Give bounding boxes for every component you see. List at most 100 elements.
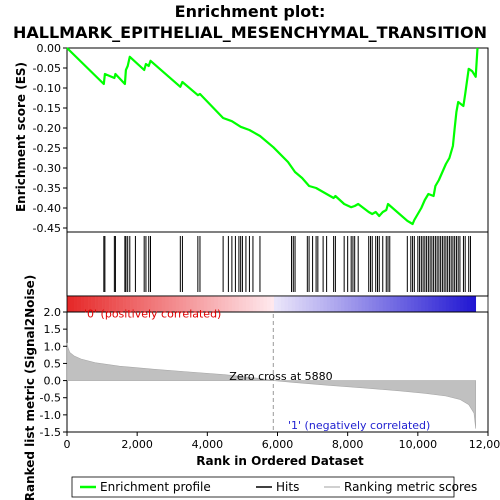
- ranked-ytick-label: 2.0: [44, 306, 62, 319]
- colorbar-segment: [235, 296, 240, 312]
- colorbar-segment: [316, 296, 320, 312]
- es-ytick-label: -0.05: [33, 62, 61, 75]
- colorbar-segment: [407, 296, 412, 312]
- colorbar-segment: [351, 296, 355, 312]
- colorbar-segment: [81, 296, 85, 312]
- colorbar-segment: [119, 296, 124, 312]
- colorbar-segment: [358, 296, 362, 312]
- colorbar-segment: [326, 296, 331, 312]
- colorbar-segment: [305, 296, 310, 312]
- colorbar-segment: [242, 296, 247, 312]
- colorbar-segment: [291, 296, 296, 312]
- colorbar-segment: [284, 296, 289, 312]
- xtick-label: 10,000: [399, 438, 438, 451]
- es-plot-area: [66, 47, 489, 233]
- colorbar-segment: [333, 296, 338, 312]
- chart-title-line1: Enrichment plot:: [175, 2, 326, 21]
- ranked-ytick-label: -1.5: [40, 426, 61, 439]
- colorbar-segment: [95, 296, 99, 312]
- colorbar-segment: [210, 296, 215, 312]
- es-ytick-label: -0.40: [33, 202, 61, 215]
- colorbar-segment: [400, 296, 405, 312]
- xtick-label: 6,000: [262, 438, 294, 451]
- zero-cross-label: Zero cross at 5880: [229, 370, 332, 383]
- colorbar-segment: [133, 296, 138, 312]
- colorbar-segment: [473, 296, 477, 312]
- colorbar-segment: [140, 296, 145, 312]
- colorbar-segment: [266, 296, 271, 312]
- colorbar-segment: [67, 296, 71, 312]
- colorbar-segment: [302, 296, 306, 312]
- colorbar-segment: [158, 296, 163, 312]
- colorbar-segment: [421, 296, 426, 312]
- positive-label: '0' (positively correlated): [84, 307, 221, 320]
- colorbar-segment: [112, 296, 117, 312]
- es-ylabel: Enrichment score (ES): [14, 62, 28, 212]
- colorbar-segment: [365, 296, 370, 312]
- ranked-ylabel: Ranked list metric (Signal2Noise): [23, 275, 37, 500]
- es-ytick-label: -0.15: [33, 102, 61, 115]
- colorbar-segment: [70, 296, 75, 312]
- colorbar-segment: [259, 296, 264, 312]
- colorbar-segment: [470, 296, 475, 312]
- colorbar-segment: [144, 296, 148, 312]
- colorbar-segment: [74, 296, 78, 312]
- colorbar-segment: [312, 296, 317, 312]
- x-axis-label: Rank in Ordered Dataset: [196, 454, 364, 468]
- colorbar-segment: [263, 296, 268, 312]
- ranked-ytick-label: -1.0: [40, 409, 61, 422]
- ranked-metric-panel: Zero cross at 5880 '0' (positively correl…: [40, 306, 500, 451]
- colorbar-segment: [161, 296, 166, 312]
- colorbar-segment: [238, 296, 243, 312]
- xtick-label: 8,000: [332, 438, 364, 451]
- colorbar-segment: [344, 296, 348, 312]
- ranked-ytick-label: 1.0: [44, 340, 62, 353]
- colorbar-segment: [84, 296, 89, 312]
- colorbar-segment: [396, 296, 401, 312]
- colorbar-segment: [137, 296, 141, 312]
- colorbar-segment: [88, 296, 92, 312]
- ranked-ytick-label: 1.5: [44, 323, 62, 336]
- colorbar-segment: [147, 296, 152, 312]
- colorbar-segment: [203, 296, 208, 312]
- colorbar-segment: [372, 296, 377, 312]
- rank-colorbar: [66, 295, 489, 313]
- colorbar-segment: [270, 296, 275, 312]
- es-ytick-label: -0.35: [33, 182, 61, 195]
- colorbar-segment: [224, 296, 229, 312]
- colorbar-segment: [435, 296, 440, 312]
- colorbar-segment: [175, 296, 180, 312]
- es-ytick-label: -0.10: [33, 82, 61, 95]
- colorbar-segment: [417, 296, 422, 312]
- es-panel: 0.00 -0.05 -0.10 -0.15 -0.20 -0.25 -0.30 -0.35 -…: [33, 42, 489, 235]
- colorbar-segment: [459, 296, 464, 312]
- colorbar-segment: [438, 296, 443, 312]
- es-ytick-label: -0.30: [33, 162, 61, 175]
- colorbar-segment: [442, 296, 447, 312]
- colorbar-segment: [379, 296, 384, 312]
- legend-label: Enrichment profile: [100, 480, 211, 494]
- colorbar-segment: [186, 296, 191, 312]
- colorbar-segment: [214, 296, 219, 312]
- colorbar-segment: [466, 296, 471, 312]
- colorbar-segment: [116, 296, 120, 312]
- negative-label: '1' (negatively correlated): [288, 419, 430, 432]
- colorbar-segment: [288, 296, 292, 312]
- es-ytick-label: 0.00: [37, 42, 62, 55]
- colorbar-segment: [354, 296, 359, 312]
- colorbar-segment: [319, 296, 324, 312]
- es-ytick-label: -0.25: [33, 142, 61, 155]
- colorbar-segment: [249, 296, 254, 312]
- colorbar-segment: [361, 296, 366, 312]
- enrichment-profile-line: [66, 47, 479, 226]
- colorbar-segment: [245, 296, 250, 312]
- colorbar-segment: [414, 296, 419, 312]
- colorbar-segment: [168, 296, 173, 312]
- colorbar-segment: [217, 296, 222, 312]
- ranked-ytick-label: 0.0: [44, 375, 62, 388]
- colorbar-segment: [228, 296, 233, 312]
- ranked-ytick-label: -0.5: [40, 392, 61, 405]
- colorbar-segment: [452, 296, 457, 312]
- es-ytick-label: -0.45: [33, 222, 61, 235]
